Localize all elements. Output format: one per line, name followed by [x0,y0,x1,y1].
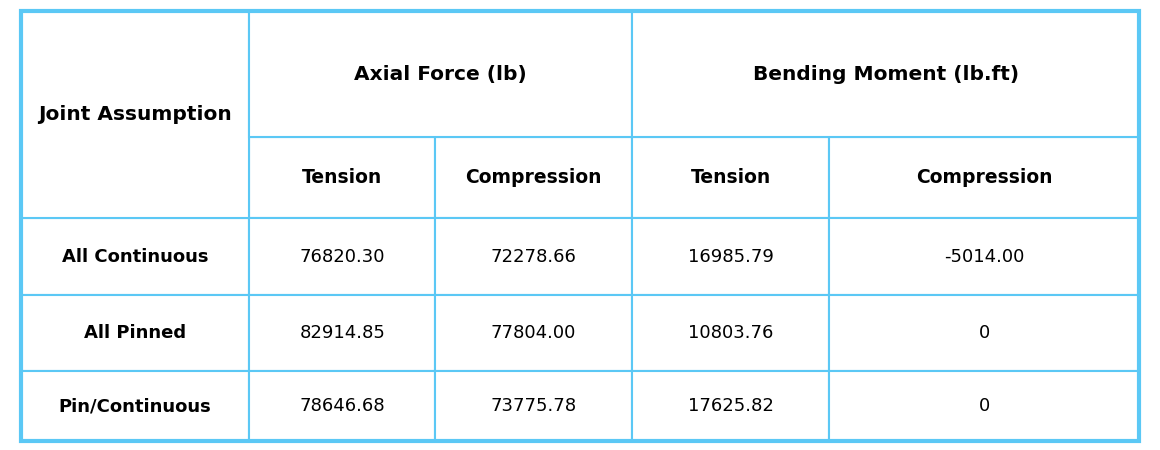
Bar [249,11,632,137]
Bar [21,371,249,441]
Bar [632,11,1139,137]
Bar [21,218,249,295]
Text: Compression: Compression [916,168,1052,187]
Text: Tension: Tension [302,168,383,187]
Text: Pin/Continuous: Pin/Continuous [59,397,211,415]
Bar [435,137,632,218]
Bar [435,218,632,295]
Text: 82914.85: 82914.85 [299,324,385,342]
Text: Tension: Tension [690,168,771,187]
Text: 0: 0 [979,324,989,342]
Bar [435,295,632,371]
Bar [829,137,1139,218]
Text: -5014.00: -5014.00 [944,248,1024,266]
Bar [249,11,435,137]
Bar [632,137,829,218]
Text: 17625.82: 17625.82 [688,397,774,415]
Text: 10803.76: 10803.76 [688,324,774,342]
Bar [249,295,435,371]
Bar [249,218,435,295]
Text: 76820.30: 76820.30 [299,248,385,266]
Bar [829,218,1139,295]
Bar [21,137,249,218]
Text: Axial Force (lb): Axial Force (lb) [355,65,527,84]
Text: 73775.78: 73775.78 [491,397,577,415]
Bar [435,371,632,441]
Text: Joint Assumption: Joint Assumption [38,105,232,124]
Bar [435,11,632,137]
Text: All Pinned: All Pinned [84,324,187,342]
Bar [249,137,435,218]
Text: 77804.00: 77804.00 [491,324,577,342]
Text: Bending Moment (lb.ft): Bending Moment (lb.ft) [753,65,1018,84]
Text: 72278.66: 72278.66 [491,248,577,266]
Bar [21,11,249,218]
Text: 0: 0 [979,397,989,415]
Bar [632,371,829,441]
Bar [829,371,1139,441]
Text: All Continuous: All Continuous [61,248,209,266]
Bar [632,218,829,295]
Bar [829,295,1139,371]
Bar [632,295,829,371]
Text: 78646.68: 78646.68 [299,397,385,415]
Bar [21,11,249,137]
Bar [632,11,829,137]
Text: Compression: Compression [465,168,602,187]
Text: 16985.79: 16985.79 [688,248,774,266]
Bar [249,371,435,441]
Bar [21,295,249,371]
Bar [829,11,1139,137]
